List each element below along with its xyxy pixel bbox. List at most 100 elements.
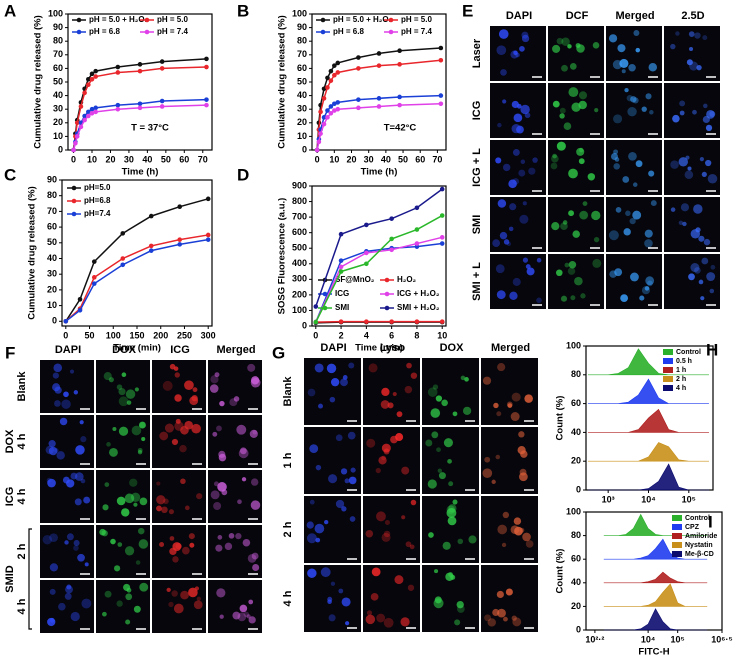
cell-spot: [168, 601, 174, 608]
legend-label: 4 h: [676, 385, 686, 392]
y-tick-label: 60: [47, 221, 57, 231]
cell-spot: [550, 162, 558, 170]
cell-spot: [632, 182, 638, 187]
cell-spot: [84, 562, 89, 567]
cell-spot: [675, 31, 680, 36]
cell-spot: [169, 547, 177, 556]
histogram-curve: [587, 378, 709, 404]
cell-spot: [617, 44, 626, 53]
cell-spot: [217, 482, 227, 492]
legend-marker: [322, 305, 328, 311]
cell-spot: [503, 239, 510, 245]
y-tick-label: 80: [571, 530, 581, 540]
legend-marker: [322, 291, 328, 297]
cell-spot: [239, 604, 248, 613]
cell-spot: [371, 567, 381, 577]
cell-spot: [102, 611, 107, 617]
cell-spot: [555, 269, 563, 277]
cell-spot: [516, 103, 522, 109]
y-tick-label: 500: [292, 243, 307, 253]
cell-spot: [522, 257, 529, 263]
cell-spot: [410, 499, 417, 506]
data-point: [364, 261, 369, 267]
cell-spot: [381, 455, 387, 461]
cell-spot: [125, 619, 131, 625]
cell-spot: [562, 220, 568, 225]
panel-letter: A: [4, 1, 16, 20]
data-point: [318, 109, 323, 115]
legend-label: SMI: [335, 303, 349, 312]
cell-spot: [243, 611, 250, 618]
cell-spot: [623, 228, 631, 236]
cell-spot: [83, 496, 91, 504]
column-header: DAPI: [55, 344, 81, 356]
micrograph: [208, 415, 262, 468]
cell-spot: [137, 450, 143, 455]
cell-spot: [561, 37, 570, 46]
cell-spot: [519, 214, 529, 224]
y-tick-label: 40: [53, 90, 63, 100]
cell-spot: [338, 588, 344, 594]
y-tick-label: 70: [53, 49, 63, 59]
micrograph: [664, 254, 720, 309]
cell-spot: [709, 110, 716, 117]
column-header: ICG: [170, 344, 190, 356]
row-label: Blank: [282, 376, 294, 407]
data-point: [338, 258, 344, 263]
cell-spot: [687, 166, 692, 171]
cell-spot: [520, 104, 530, 115]
x-tick-label: 300: [201, 330, 216, 340]
legend-swatch: [672, 515, 682, 521]
cell-spot: [400, 617, 410, 627]
cell-spot: [519, 468, 527, 476]
cell-spot: [512, 617, 522, 627]
micrograph: [606, 83, 662, 138]
cell-spot: [184, 505, 190, 511]
cell-spot: [62, 476, 70, 484]
cell-spot: [174, 372, 180, 378]
y-tick-label: 70: [297, 49, 307, 59]
x-tick-label: 8: [414, 330, 419, 340]
cell-spot: [49, 563, 59, 572]
cell-spot: [502, 99, 507, 104]
cell-spot: [482, 468, 493, 479]
data-point: [356, 66, 361, 71]
cell-spot: [702, 35, 708, 41]
cell-spot: [649, 110, 654, 115]
cell-spot: [568, 210, 575, 217]
micrograph: [208, 580, 262, 633]
cell-spot: [340, 378, 348, 387]
cell-spot: [228, 532, 235, 539]
cell-spot: [431, 431, 439, 439]
data-point: [335, 70, 341, 75]
histogram-curve: [587, 348, 709, 376]
cell-spot: [528, 167, 536, 175]
cell-spot: [678, 157, 688, 167]
legend-label: pH=7.4: [84, 209, 111, 218]
cell-spot: [401, 515, 406, 520]
cell-spot: [457, 538, 464, 545]
cell-spot: [233, 396, 240, 402]
legend-label: 1 h: [676, 367, 686, 374]
cell-spot: [366, 610, 373, 616]
cell-spot: [247, 554, 257, 563]
cell-spot: [129, 478, 138, 487]
column-header: DAPI: [506, 10, 532, 22]
cell-spot: [559, 107, 566, 114]
micrograph: [96, 360, 150, 413]
y-tick-label: 50: [47, 237, 57, 247]
x-tick-label: 0: [71, 154, 76, 164]
legend-label: pH = 7.4: [157, 27, 188, 36]
cell-spot: [696, 64, 702, 71]
group-label: SMID: [4, 565, 16, 593]
y-tick-label: 30: [47, 269, 57, 279]
data-point: [313, 319, 319, 325]
legend-marker: [144, 17, 150, 23]
data-point: [328, 68, 334, 74]
cell-spot: [497, 608, 506, 618]
cell-spot: [497, 199, 507, 208]
panel-letter: G: [272, 343, 285, 362]
cell-spot: [641, 106, 647, 112]
y-tick-label: 0: [58, 144, 63, 154]
